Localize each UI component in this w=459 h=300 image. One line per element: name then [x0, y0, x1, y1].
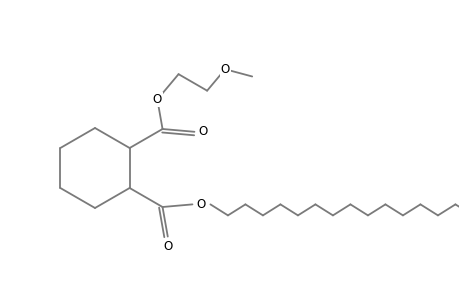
Text: O: O — [152, 93, 162, 106]
Text: O: O — [196, 198, 206, 211]
Text: O: O — [198, 125, 207, 138]
Text: O: O — [220, 63, 229, 76]
Text: O: O — [163, 240, 172, 253]
